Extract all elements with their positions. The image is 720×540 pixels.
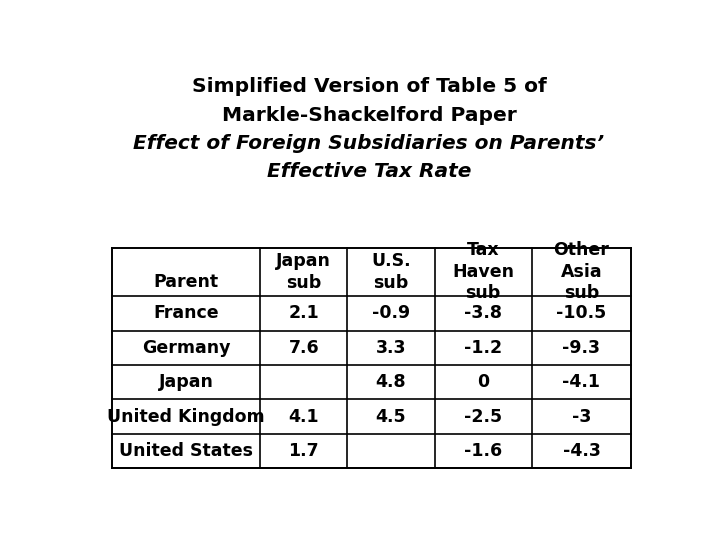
Text: 4.8: 4.8 bbox=[376, 373, 406, 391]
Text: -1.2: -1.2 bbox=[464, 339, 502, 357]
Text: United Kingdom: United Kingdom bbox=[107, 408, 265, 426]
Text: Effect of Foreign Subsidiaries on Parents’: Effect of Foreign Subsidiaries on Parent… bbox=[133, 134, 605, 153]
Text: Simplified Version of Table 5 of: Simplified Version of Table 5 of bbox=[192, 77, 546, 96]
Text: -3: -3 bbox=[572, 408, 591, 426]
Text: 4.1: 4.1 bbox=[289, 408, 319, 426]
Text: Japan: Japan bbox=[159, 373, 214, 391]
Text: 1.7: 1.7 bbox=[289, 442, 319, 460]
Text: Tax
Haven
sub: Tax Haven sub bbox=[452, 241, 514, 302]
Text: -9.3: -9.3 bbox=[562, 339, 600, 357]
Text: 7.6: 7.6 bbox=[289, 339, 319, 357]
Text: Parent: Parent bbox=[153, 273, 219, 291]
Text: -1.6: -1.6 bbox=[464, 442, 502, 460]
Text: France: France bbox=[153, 305, 219, 322]
Text: -3.8: -3.8 bbox=[464, 305, 502, 322]
Text: -2.5: -2.5 bbox=[464, 408, 502, 426]
Text: -0.9: -0.9 bbox=[372, 305, 410, 322]
Text: -10.5: -10.5 bbox=[557, 305, 606, 322]
Text: -4.1: -4.1 bbox=[562, 373, 600, 391]
Text: Other
Asia
sub: Other Asia sub bbox=[554, 241, 609, 302]
Text: United States: United States bbox=[120, 442, 253, 460]
Text: 4.5: 4.5 bbox=[376, 408, 406, 426]
Text: U.S.
sub: U.S. sub bbox=[372, 252, 411, 292]
Text: 3.3: 3.3 bbox=[376, 339, 406, 357]
Text: 2.1: 2.1 bbox=[289, 305, 319, 322]
Text: Markle-Shackelford Paper: Markle-Shackelford Paper bbox=[222, 105, 516, 125]
Text: 0: 0 bbox=[477, 373, 489, 391]
Text: -4.3: -4.3 bbox=[562, 442, 600, 460]
Text: Japan
sub: Japan sub bbox=[276, 252, 331, 292]
Text: Effective Tax Rate: Effective Tax Rate bbox=[267, 162, 471, 181]
Text: Germany: Germany bbox=[142, 339, 230, 357]
